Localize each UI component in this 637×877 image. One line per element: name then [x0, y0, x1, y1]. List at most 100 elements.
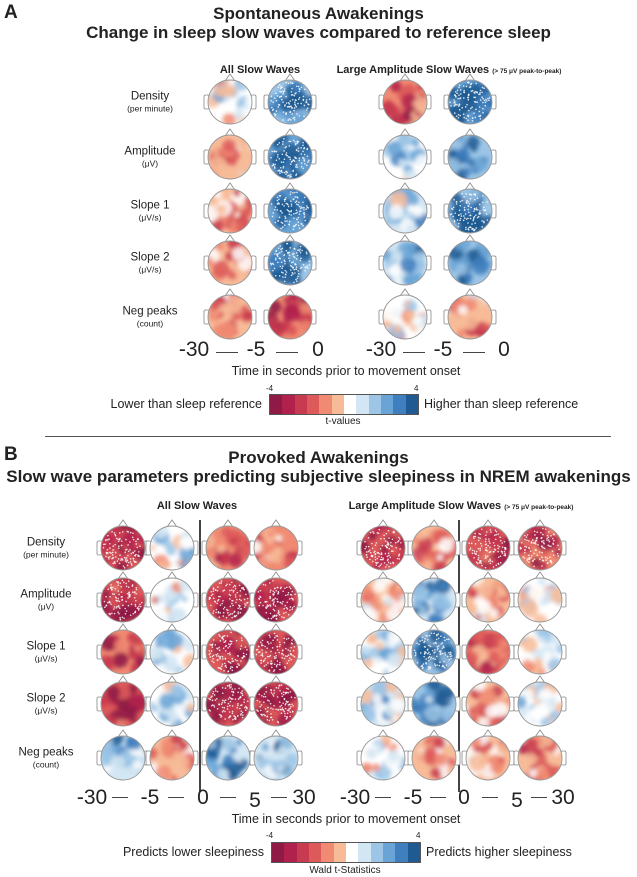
nose-icon	[399, 182, 411, 191]
panel-a-tick-right-3: 0	[498, 338, 510, 361]
nose-icon	[222, 729, 234, 738]
colorbar-swatch	[284, 843, 297, 862]
panel-b-cbar-left-label: Predicts lower sleepiness	[122, 845, 264, 859]
panel-a-tick-left-1: -30	[178, 338, 210, 361]
panel-b-tick: -5	[403, 786, 423, 809]
panel-b-letter: B	[4, 444, 18, 465]
nose-icon	[166, 729, 178, 738]
nose-icon	[270, 571, 282, 580]
nose-icon	[224, 128, 236, 137]
row-label-slope-2: Slope 2 (μV/s)	[105, 252, 195, 275]
row-label-text: Amplitude	[124, 145, 176, 158]
topomap-a-r4-c4	[443, 234, 497, 286]
panel-a-cbar-left-label: Lower than sleep reference	[110, 397, 262, 411]
topomap-b-r2-c5	[356, 571, 410, 623]
tick-separator	[270, 797, 287, 798]
row-label-text: Neg peaks	[122, 305, 178, 318]
topomap-b-r2-c2	[145, 571, 199, 623]
nose-icon	[464, 128, 476, 137]
topomap-a-r3-c1	[203, 182, 257, 234]
topomap-b-r2-c6	[407, 571, 461, 623]
topomap-b-r4-c5	[356, 675, 410, 727]
tick-separator	[403, 352, 425, 353]
row-label-amplitude: Amplitude (μV)	[1, 589, 91, 612]
nose-icon	[464, 234, 476, 243]
col-header-large-text: Large Amplitude Slow Waves	[348, 500, 502, 512]
colorbar-swatch	[306, 395, 320, 414]
colorbar-swatch	[331, 395, 344, 414]
nose-icon	[284, 288, 296, 297]
topomap-a-r4-c1	[203, 234, 257, 286]
topomap-b-r3-c6	[407, 623, 461, 675]
topomap-b-r3-c1	[96, 623, 150, 675]
panel-a-tick-left-3: 0	[312, 338, 324, 361]
colorbar-swatch	[393, 395, 406, 414]
colorbar-swatch	[395, 843, 408, 862]
row-label-text: Slope 1	[130, 199, 170, 212]
topomap-a-r5-c3	[378, 288, 432, 340]
row-label-text: Density	[26, 536, 66, 549]
panel-a-cbar-caption: t-values	[325, 416, 361, 427]
panel-b-tick: -30	[76, 786, 108, 809]
col-header-all-text: All Slow Waves	[156, 500, 238, 512]
topomap-b-r2-c3	[201, 571, 255, 623]
panel-b-tick: 5	[249, 789, 261, 812]
nose-icon	[464, 73, 476, 82]
nose-icon	[534, 729, 546, 738]
col-header-all-text: All Slow Waves	[219, 64, 301, 76]
panel-b-col-header-all: All Slow Waves	[157, 500, 237, 512]
topomap-b-r1-c5	[356, 519, 410, 571]
colorbar-swatch	[382, 843, 396, 862]
nose-icon	[377, 675, 389, 684]
topomap-b-r1-c2	[145, 519, 199, 571]
topomap-a-r2-c2	[263, 128, 317, 180]
topomap-b-r2-c8	[513, 571, 567, 623]
nose-icon	[534, 571, 546, 580]
nose-icon	[166, 571, 178, 580]
topomap-b-r3-c3	[201, 623, 255, 675]
colorbar-swatch	[321, 843, 334, 862]
colorbar-swatch	[294, 395, 307, 414]
colorbar-swatch	[407, 843, 420, 862]
tick-separator	[481, 797, 498, 798]
topomap-b-r5-c8	[513, 729, 567, 781]
panel-b-cbar-caption: Wald t-Statistics	[309, 865, 381, 876]
nose-icon	[534, 675, 546, 684]
colorbar-swatch	[356, 395, 369, 414]
row-label-slope-1: Slope 1 (μV/s)	[1, 641, 91, 664]
panel-a-title-line1: Spontaneous Awakenings	[213, 4, 424, 23]
topomap-a-r3-c2	[263, 182, 317, 234]
nose-icon	[166, 675, 178, 684]
nose-icon	[270, 729, 282, 738]
nose-icon	[464, 288, 476, 297]
row-label-unit: (μV/s)	[138, 212, 162, 223]
row-label-neg-peaks: Neg peaks (count)	[105, 306, 195, 329]
nose-icon	[284, 182, 296, 191]
row-label-text: Neg peaks	[18, 746, 74, 759]
row-label-unit: (μV/s)	[138, 264, 162, 275]
nose-icon	[270, 519, 282, 528]
topomap-a-r1-c3	[378, 73, 432, 125]
nose-icon	[222, 571, 234, 580]
nose-icon	[482, 729, 494, 738]
nose-icon	[428, 729, 440, 738]
nose-icon	[284, 128, 296, 137]
topomap-b-r1-c1	[96, 519, 150, 571]
panel-b-x-axis-label: Time in seconds prior to movement onset	[231, 812, 461, 826]
topomap-b-r2-c7	[461, 571, 515, 623]
topomap-b-r5-c4	[249, 729, 303, 781]
colorbar-swatch	[343, 395, 357, 414]
nose-icon	[224, 234, 236, 243]
nose-icon	[428, 571, 440, 580]
tick-separator	[216, 352, 238, 353]
nose-icon	[482, 623, 494, 632]
row-label-slope-1: Slope 1 (μV/s)	[105, 200, 195, 223]
topomap-b-r1-c3	[201, 519, 255, 571]
colorbar-swatch	[319, 395, 332, 414]
panel-b-colorbar	[271, 842, 421, 863]
topomap-a-r5-c2	[263, 288, 317, 340]
row-label-unit: (count)	[136, 318, 164, 329]
colorbar-swatch	[370, 843, 383, 862]
panel-b-tick: 30	[551, 786, 575, 809]
nose-icon	[464, 182, 476, 191]
